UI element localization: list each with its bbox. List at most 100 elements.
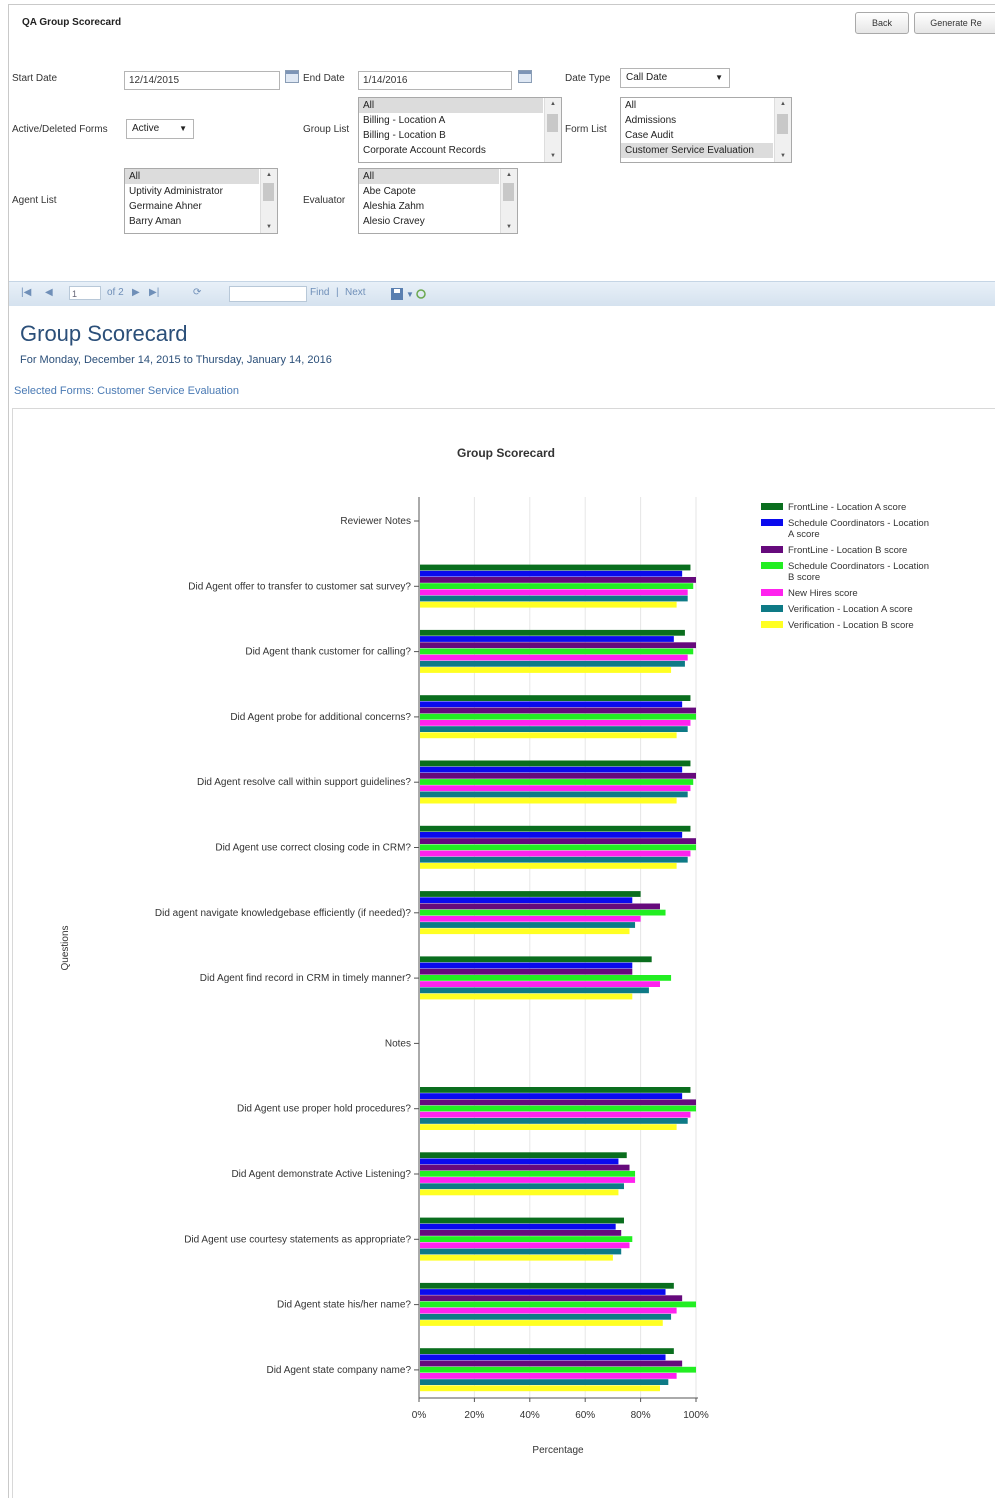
- bar: [420, 962, 633, 969]
- prev-page-icon[interactable]: ◀: [45, 287, 53, 298]
- agent-list-listbox[interactable]: All Uptivity Administrator Germaine Ahne…: [124, 168, 278, 234]
- find-input[interactable]: [229, 286, 307, 302]
- bar: [420, 909, 666, 916]
- bar: [420, 856, 688, 863]
- scroll-up-icon[interactable]: ▲: [266, 172, 272, 178]
- scroll-up-icon[interactable]: ▲: [506, 172, 512, 178]
- list-option[interactable]: Billing - Location B: [363, 130, 446, 141]
- active-forms-value: Active: [132, 123, 160, 134]
- scrollbar[interactable]: ▲ ▼: [774, 98, 791, 162]
- next-page-icon[interactable]: ▶: [132, 287, 140, 298]
- bar: [420, 1360, 683, 1367]
- list-option[interactable]: All: [359, 98, 543, 113]
- back-button[interactable]: Back: [855, 12, 909, 34]
- x-tick-label: 60%: [575, 1410, 595, 1421]
- list-option[interactable]: Alesio Cravey: [363, 216, 425, 227]
- group-list-listbox[interactable]: All Billing - Location A Billing - Locat…: [358, 97, 562, 163]
- bar: [420, 779, 694, 785]
- list-option[interactable]: Abe Capote: [363, 186, 416, 197]
- axes: 0% 20% 40% 60% 80% 100% Reviewer Notes Did Agen…: [155, 497, 709, 1421]
- report-frame: [8, 4, 995, 1498]
- scroll-thumb[interactable]: [263, 183, 274, 201]
- bar: [420, 642, 696, 649]
- x-axis-label: Percentage: [532, 1445, 584, 1456]
- list-option[interactable]: All: [625, 100, 637, 111]
- scroll-thumb[interactable]: [547, 114, 558, 132]
- find-next-link[interactable]: Next: [345, 287, 366, 298]
- list-option[interactable]: Barry Aman: [129, 216, 182, 227]
- bar: [420, 564, 691, 571]
- chevron-down-icon: ▼: [715, 73, 723, 82]
- scrollbar[interactable]: ▲ ▼: [260, 169, 277, 233]
- bar: [420, 595, 688, 602]
- list-option[interactable]: Admissions: [625, 115, 677, 126]
- list-option[interactable]: All: [125, 169, 259, 184]
- bar: [420, 928, 630, 935]
- report-title: Group Scorecard: [20, 321, 188, 346]
- y-tick-label: Did Agent probe for additional concerns?: [230, 712, 411, 723]
- chart-title: Group Scorecard: [457, 446, 555, 460]
- export-refresh-icon[interactable]: [416, 289, 426, 299]
- scroll-down-icon[interactable]: ▼: [266, 224, 272, 230]
- start-date-input[interactable]: 12/14/2015: [124, 71, 280, 90]
- list-option[interactable]: Corporate Account Records: [363, 145, 486, 156]
- y-axis-label: Questions: [60, 925, 71, 970]
- y-tick-label: Did Agent use proper hold procedures?: [237, 1104, 411, 1115]
- list-option[interactable]: Billing - Location A: [363, 115, 446, 126]
- active-forms-select[interactable]: Active ▼: [126, 119, 194, 139]
- date-type-select[interactable]: Call Date ▼: [620, 68, 730, 88]
- date-type-value: Call Date: [626, 72, 668, 83]
- list-option[interactable]: Case Audit: [625, 130, 674, 141]
- selected-forms: Selected Forms: Customer Service Evaluat…: [14, 385, 239, 397]
- bar: [420, 1385, 660, 1392]
- end-date-input[interactable]: 1/14/2016: [358, 71, 512, 90]
- legend: FrontLine - Location A score Schedule Coo…: [761, 502, 929, 631]
- legend-label-line: FrontLine - Location A score: [788, 502, 906, 513]
- last-page-icon[interactable]: ▶|: [149, 287, 160, 298]
- form-list-label: Form List: [565, 124, 607, 135]
- bar: [420, 766, 683, 773]
- bar: [420, 648, 694, 655]
- find-link[interactable]: Find: [310, 287, 330, 298]
- generate-report-button[interactable]: Generate Re: [914, 12, 995, 34]
- scroll-up-icon[interactable]: ▲: [550, 101, 556, 107]
- scroll-down-icon[interactable]: ▼: [550, 153, 556, 159]
- legend-label-line: Verification - Location B score: [788, 620, 914, 631]
- bar: [420, 1217, 624, 1224]
- x-tick-label: 40%: [520, 1410, 540, 1421]
- scroll-down-icon[interactable]: ▼: [780, 153, 786, 159]
- bar: [420, 1242, 630, 1249]
- bar: [420, 1087, 691, 1093]
- list-option[interactable]: Aleshia Zahm: [363, 201, 425, 212]
- save-icon[interactable]: ▼: [387, 286, 427, 302]
- list-option[interactable]: Customer Service Evaluation: [621, 143, 773, 158]
- list-option[interactable]: All: [359, 169, 499, 184]
- list-option[interactable]: Uptivity Administrator: [129, 186, 223, 197]
- y-tick-label: Did Agent use correct closing code in CR…: [215, 843, 411, 854]
- end-date-calendar-icon[interactable]: [518, 70, 532, 83]
- save-icon-label: [394, 289, 400, 293]
- form-list-listbox[interactable]: All Admissions Case Audit Customer Servi…: [620, 97, 792, 163]
- first-page-icon[interactable]: |◀: [21, 287, 32, 298]
- scrollbar[interactable]: ▲ ▼: [500, 169, 517, 233]
- scroll-up-icon[interactable]: ▲: [780, 101, 786, 107]
- bar: [420, 1093, 683, 1099]
- scroll-thumb[interactable]: [777, 114, 788, 134]
- report-subtitle: For Monday, December 14, 2015 to Thursda…: [20, 354, 332, 366]
- export-dropdown-icon[interactable]: ▼: [406, 290, 414, 299]
- scroll-thumb[interactable]: [503, 183, 514, 201]
- scroll-down-icon[interactable]: ▼: [506, 224, 512, 230]
- legend-label: Schedule Coordinators - Location A score: [788, 518, 929, 540]
- bar: [420, 726, 688, 732]
- list-option[interactable]: Germaine Ahner: [129, 201, 202, 212]
- refresh-icon[interactable]: ⟳: [193, 287, 202, 298]
- start-date-calendar-icon[interactable]: [285, 70, 299, 83]
- evaluator-listbox[interactable]: All Abe Capote Aleshia Zahm Alesio Crave…: [358, 168, 518, 234]
- y-tick-label: Reviewer Notes: [340, 516, 411, 527]
- bar: [420, 1301, 696, 1308]
- scrollbar[interactable]: ▲ ▼: [544, 98, 561, 162]
- page-number-input[interactable]: 1: [69, 286, 101, 300]
- y-tick-label: Did Agent find record in CRM in timely m…: [200, 973, 412, 984]
- bar: [420, 1189, 619, 1196]
- legend-swatch: [761, 546, 783, 553]
